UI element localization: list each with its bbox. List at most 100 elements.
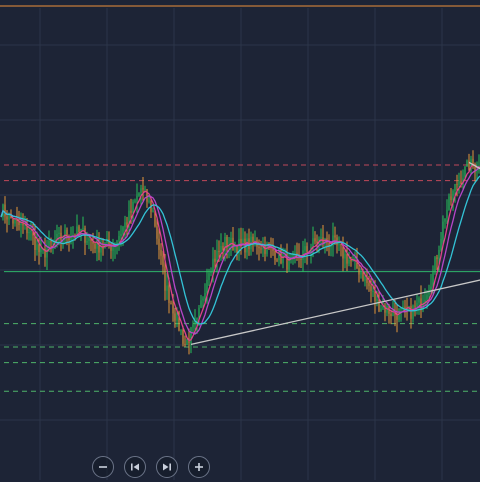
candle-body: [346, 253, 348, 264]
candle-body: [120, 233, 122, 237]
candle-body: [412, 305, 414, 319]
candle-body: [402, 306, 404, 309]
candle-body: [410, 306, 412, 319]
trendlines: [190, 161, 480, 346]
candle-body: [384, 306, 386, 313]
candle-body: [320, 237, 322, 239]
candle-body: [240, 238, 242, 244]
candle-body: [424, 299, 426, 304]
candle-body: [66, 229, 68, 238]
candle-body: [152, 210, 154, 212]
candle-body: [338, 243, 340, 246]
candle-body: [312, 238, 314, 248]
candle-body: [32, 231, 34, 236]
candle-body: [428, 290, 430, 295]
chart-toolbar: [92, 456, 210, 482]
candle-body: [242, 238, 244, 244]
candle-body: [28, 231, 30, 234]
candle-body: [382, 306, 384, 309]
candle-body: [290, 256, 292, 258]
candle-body: [54, 240, 56, 242]
candle-body: [218, 250, 220, 252]
candle-body: [300, 258, 302, 260]
candle-body: [226, 237, 228, 248]
candle-body: [364, 276, 366, 281]
candle-body: [458, 181, 460, 185]
candle-body: [238, 238, 240, 253]
candle-body: [94, 243, 96, 249]
candle-body: [446, 209, 448, 219]
candle-body: [418, 298, 420, 303]
candle-body: [262, 244, 264, 250]
candle-body: [236, 244, 238, 253]
candle-body: [442, 221, 444, 239]
candle-body: [176, 312, 178, 321]
candle-body: [166, 285, 168, 291]
candle-body: [216, 250, 218, 262]
zoom-out-button[interactable]: [92, 456, 114, 478]
candle-body: [184, 343, 186, 346]
candle-body: [214, 258, 216, 262]
candle-body: [354, 258, 356, 260]
candle-body: [306, 246, 308, 252]
candle-body: [304, 246, 306, 251]
candle-body: [374, 290, 376, 302]
candle-body: [88, 238, 90, 242]
candle-body: [138, 192, 140, 196]
candle-body: [356, 258, 358, 268]
chart-grid: [0, 8, 480, 480]
candle-body: [438, 250, 440, 260]
candle-body: [200, 300, 202, 308]
candle-body: [26, 223, 28, 234]
candle-body: [202, 298, 204, 301]
candle-body: [360, 272, 362, 275]
moving-averages: [0, 163, 480, 342]
step-back-button[interactable]: [124, 456, 146, 478]
candle-body: [128, 210, 130, 225]
candle-body: [156, 226, 158, 239]
candle-body: [188, 339, 190, 344]
step-forward-button[interactable]: [156, 456, 178, 478]
candle-body: [50, 240, 52, 243]
candle-body: [40, 249, 42, 253]
candle-body: [436, 257, 438, 260]
candle-body: [132, 201, 134, 213]
candle-body: [318, 238, 320, 243]
ma-slow-line: [0, 175, 480, 325]
candle-body: [284, 254, 286, 256]
candle-body: [170, 302, 172, 304]
candle-body: [432, 272, 434, 287]
candle-body: [98, 239, 100, 253]
zoom-in-button[interactable]: [188, 456, 210, 478]
candle-body: [324, 238, 326, 244]
candle-body: [234, 244, 236, 251]
candle-body: [264, 244, 266, 254]
candle-body: [282, 255, 284, 264]
candle-body: [180, 330, 182, 332]
candle-body: [448, 196, 450, 210]
skip-forward-icon: [163, 463, 171, 471]
candle-body: [106, 238, 108, 244]
candle-body: [370, 286, 372, 291]
candle-body: [220, 245, 222, 252]
candle-body: [434, 257, 436, 273]
candle-body: [124, 222, 126, 228]
candle-body: [210, 271, 212, 274]
candle-body: [146, 189, 148, 202]
candle-body: [328, 243, 330, 248]
candle-body: [266, 243, 268, 254]
candle-body: [204, 293, 206, 299]
candle-body: [366, 276, 368, 283]
candle-body: [330, 245, 332, 248]
candle-body: [228, 245, 230, 248]
candle-body: [340, 243, 342, 246]
candle-body: [160, 249, 162, 256]
candle-body: [286, 254, 288, 270]
candle-body: [294, 252, 296, 254]
candle-body: [178, 312, 180, 331]
candle-body: [358, 267, 360, 275]
candle-body: [194, 320, 196, 325]
candle-body: [112, 247, 114, 251]
